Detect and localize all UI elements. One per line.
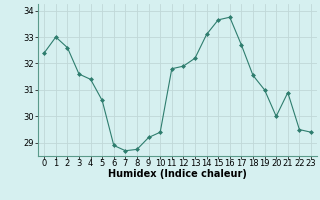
X-axis label: Humidex (Indice chaleur): Humidex (Indice chaleur) [108,169,247,179]
